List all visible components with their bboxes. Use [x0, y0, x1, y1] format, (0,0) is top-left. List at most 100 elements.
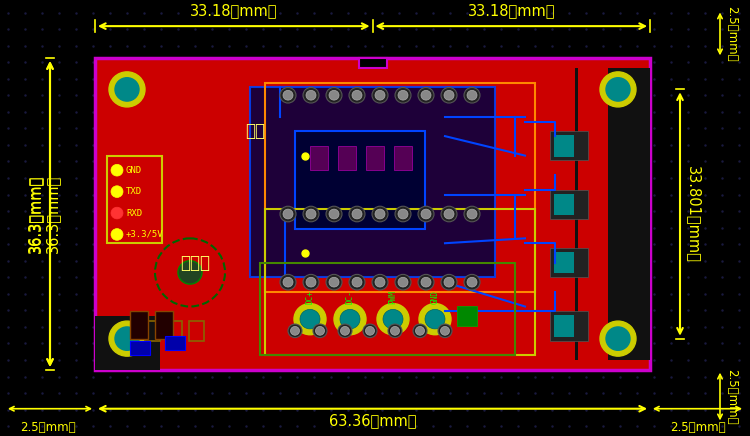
Circle shape	[444, 209, 454, 219]
Circle shape	[329, 277, 339, 287]
Bar	[550, 311, 588, 341]
Circle shape	[375, 90, 385, 100]
Circle shape	[313, 324, 327, 337]
Bar	[550, 190, 588, 219]
Circle shape	[111, 186, 123, 198]
Circle shape	[294, 303, 326, 335]
Circle shape	[438, 324, 452, 337]
Circle shape	[283, 209, 293, 219]
Bar	[554, 315, 574, 337]
Circle shape	[303, 88, 319, 103]
Circle shape	[329, 90, 339, 100]
Circle shape	[421, 209, 431, 219]
Text: 36.3（mm）: 36.3（mm）	[45, 175, 60, 253]
Circle shape	[444, 90, 454, 100]
Circle shape	[352, 209, 362, 219]
Circle shape	[290, 327, 299, 335]
Circle shape	[340, 310, 360, 329]
Circle shape	[419, 303, 451, 335]
Circle shape	[338, 324, 352, 337]
Bar	[260, 263, 515, 355]
Circle shape	[600, 321, 636, 356]
Bar	[295, 131, 425, 228]
Bar	[550, 131, 588, 160]
Text: 2.5（mm）: 2.5（mm）	[725, 369, 738, 424]
Circle shape	[283, 277, 293, 287]
Bar	[189, 321, 204, 341]
Text: 63.36（mm）: 63.36（mm）	[328, 414, 416, 429]
Circle shape	[421, 90, 431, 100]
Bar	[265, 209, 535, 355]
Circle shape	[300, 310, 320, 329]
Circle shape	[316, 327, 325, 335]
Circle shape	[349, 88, 365, 103]
Bar	[554, 252, 574, 273]
Text: DC-: DC-	[346, 290, 355, 304]
Circle shape	[413, 324, 427, 337]
Circle shape	[352, 90, 362, 100]
Circle shape	[306, 90, 316, 100]
Text: 36.3（mm）: 36.3（mm）	[28, 175, 43, 253]
Circle shape	[467, 209, 477, 219]
Bar	[366, 146, 384, 170]
Text: PWM: PWM	[388, 290, 398, 304]
Circle shape	[326, 88, 342, 103]
Circle shape	[375, 209, 385, 219]
Text: 频率: 频率	[245, 122, 265, 140]
Bar	[358, 58, 386, 68]
Circle shape	[441, 88, 457, 103]
Circle shape	[111, 164, 123, 176]
Circle shape	[464, 88, 480, 103]
Text: GND: GND	[126, 166, 142, 175]
Circle shape	[425, 310, 445, 329]
Circle shape	[329, 209, 339, 219]
Circle shape	[395, 274, 411, 290]
Circle shape	[418, 88, 434, 103]
Text: GND: GND	[430, 290, 439, 304]
Circle shape	[340, 327, 350, 335]
Circle shape	[288, 324, 302, 337]
Bar	[578, 68, 608, 360]
Bar	[265, 82, 535, 292]
Text: 33.18（mm）: 33.18（mm）	[467, 3, 555, 18]
Bar	[107, 156, 162, 243]
Circle shape	[418, 274, 434, 290]
Text: 36.3（mm）: 36.3（mm）	[27, 175, 42, 253]
Text: 2.5（mm）: 2.5（mm）	[725, 6, 738, 62]
Bar	[130, 341, 150, 355]
Bar	[394, 146, 412, 170]
Circle shape	[363, 324, 377, 337]
Circle shape	[440, 327, 449, 335]
Circle shape	[418, 206, 434, 222]
Circle shape	[441, 274, 457, 290]
Circle shape	[467, 277, 477, 287]
Text: DC+: DC+	[305, 290, 314, 304]
Circle shape	[464, 206, 480, 222]
Circle shape	[283, 90, 293, 100]
Circle shape	[365, 327, 374, 335]
Bar	[145, 321, 160, 341]
Text: 33.18（mm）: 33.18（mm）	[190, 3, 278, 18]
Text: +3.3/5V: +3.3/5V	[126, 230, 164, 239]
Circle shape	[280, 206, 296, 222]
Circle shape	[111, 228, 123, 240]
Circle shape	[395, 88, 411, 103]
Bar	[554, 194, 574, 215]
Circle shape	[388, 324, 402, 337]
Circle shape	[398, 277, 408, 287]
Circle shape	[395, 206, 411, 222]
Circle shape	[464, 274, 480, 290]
Circle shape	[444, 277, 454, 287]
Bar	[95, 58, 650, 370]
Circle shape	[280, 88, 296, 103]
Circle shape	[398, 90, 408, 100]
Circle shape	[115, 78, 139, 101]
Bar	[167, 321, 182, 341]
Bar	[250, 88, 495, 277]
Circle shape	[467, 90, 477, 100]
Bar	[554, 135, 574, 157]
Circle shape	[377, 303, 409, 335]
Circle shape	[303, 206, 319, 222]
Bar	[338, 146, 356, 170]
Circle shape	[111, 207, 123, 219]
